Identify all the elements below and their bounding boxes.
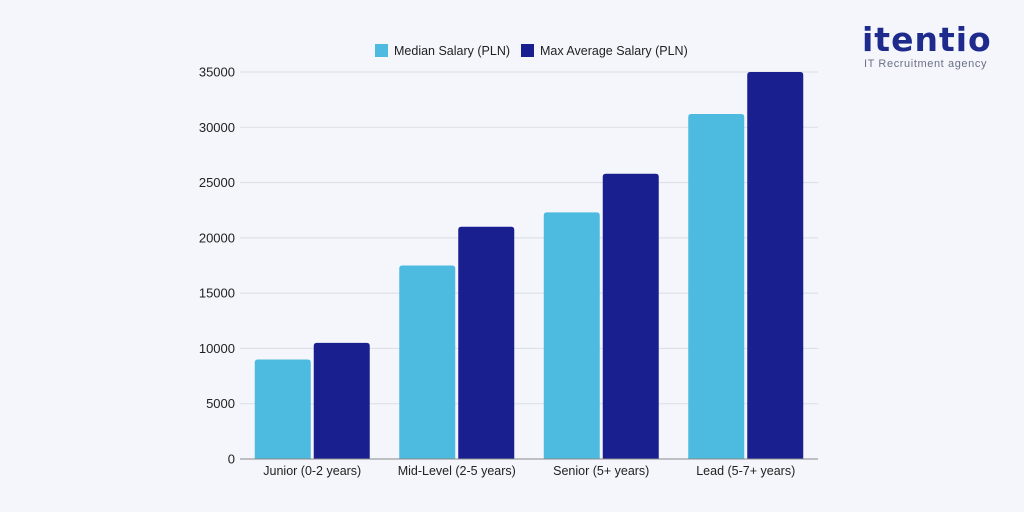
bar-max-average-2 [602, 173, 659, 459]
bar-max-average-1 [458, 226, 515, 459]
y-axis: 0 5000 10000 15000 20000 25000 30000 35000 [199, 65, 235, 467]
y-tick-label: 0 [228, 452, 235, 467]
y-tick-label: 10000 [199, 341, 235, 356]
y-tick-label: 5000 [206, 396, 235, 411]
legend-label: Median Salary (PLN) [394, 44, 510, 58]
x-axis: Junior (0-2 years) Mid-Level (2-5 years) S… [263, 464, 795, 478]
legend-swatch [521, 44, 534, 57]
bar-max-average-3 [747, 72, 804, 459]
y-tick-label: 25000 [199, 175, 235, 190]
legend: Median Salary (PLN) Max Average Salary (P… [375, 44, 688, 58]
bar-max-average-0 [313, 342, 370, 459]
x-tick-label: Junior (0-2 years) [263, 464, 361, 478]
legend-swatch [375, 44, 388, 57]
brand-logo: itentio IT Recruitment agency [862, 20, 992, 71]
y-tick-label: 35000 [199, 65, 235, 80]
bars [254, 72, 804, 459]
y-tick-label: 15000 [199, 286, 235, 301]
bar-median-3 [688, 114, 745, 459]
x-tick-label: Mid-Level (2-5 years) [398, 464, 516, 478]
bar-median-1 [399, 265, 456, 459]
x-tick-label: Lead (5-7+ years) [696, 464, 795, 478]
y-tick-label: 30000 [199, 120, 235, 135]
legend-label: Max Average Salary (PLN) [540, 44, 688, 58]
bar-median-2 [543, 212, 600, 459]
y-tick-label: 20000 [199, 230, 235, 245]
brand-tagline: IT Recruitment agency [864, 58, 988, 70]
bar-median-0 [254, 359, 311, 459]
brand-name: itentio [862, 20, 992, 59]
x-tick-label: Senior (5+ years) [553, 464, 649, 478]
